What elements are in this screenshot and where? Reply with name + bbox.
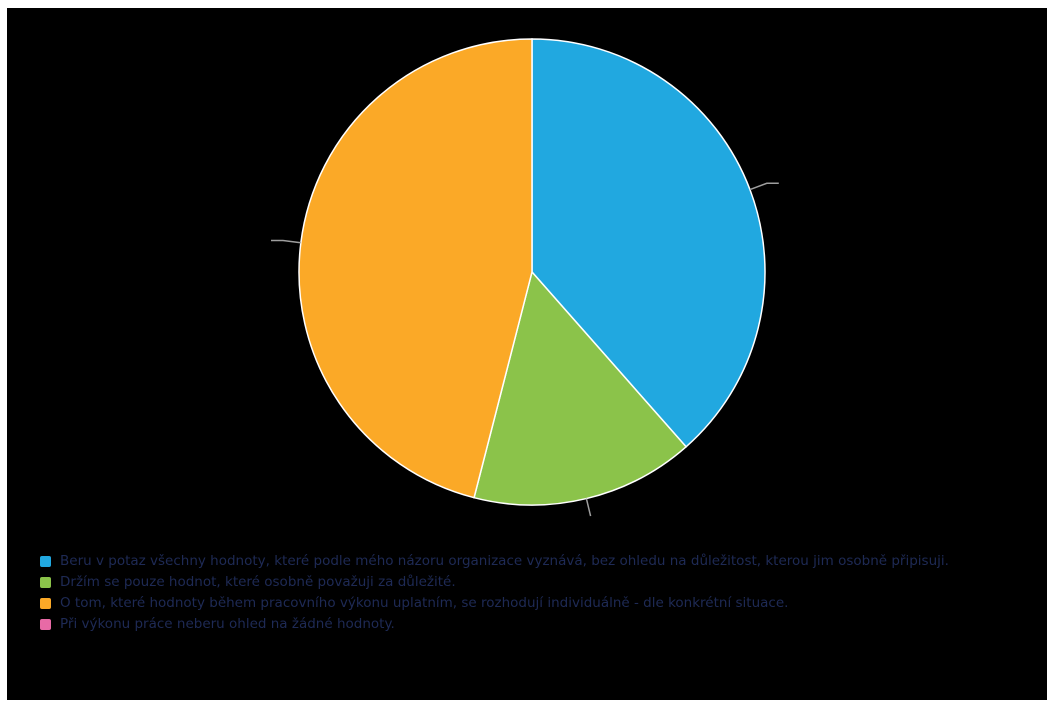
- legend-label: Při výkonu práce neberu ohled na žádné h…: [60, 616, 395, 632]
- legend-label: O tom, které hodnoty během pracovního vý…: [60, 595, 789, 611]
- leader-line: [585, 498, 592, 517]
- legend-item[interactable]: Při výkonu práce neberu ohled na žádné h…: [40, 616, 970, 633]
- pie-slice[interactable]: [298, 38, 533, 499]
- legend-label: Držím se pouze hodnot, které osobně pova…: [60, 574, 456, 590]
- legend-swatch: [40, 598, 51, 609]
- leader-line: [271, 239, 301, 244]
- leader-line: [749, 182, 779, 191]
- pie-slice[interactable]: [531, 38, 766, 448]
- legend-swatch: [40, 619, 51, 630]
- chart-area: Beru v potaz všechny hodnoty, které podl…: [7, 8, 1047, 700]
- legend-item[interactable]: Držím se pouze hodnot, které osobně pova…: [40, 574, 970, 591]
- pie-slice[interactable]: [473, 270, 688, 506]
- pie-chart: [271, 38, 779, 517]
- leader-lines: [271, 182, 779, 517]
- legend-swatch: [40, 556, 51, 567]
- legend-label: Beru v potaz všechny hodnoty, které podl…: [60, 553, 949, 569]
- pie-slices: [298, 38, 766, 506]
- legend-item[interactable]: Beru v potaz všechny hodnoty, které podl…: [40, 553, 970, 570]
- legend: Beru v potaz všechny hodnoty, které podl…: [40, 553, 970, 637]
- legend-swatch: [40, 577, 51, 588]
- legend-item[interactable]: O tom, které hodnoty během pracovního vý…: [40, 595, 970, 612]
